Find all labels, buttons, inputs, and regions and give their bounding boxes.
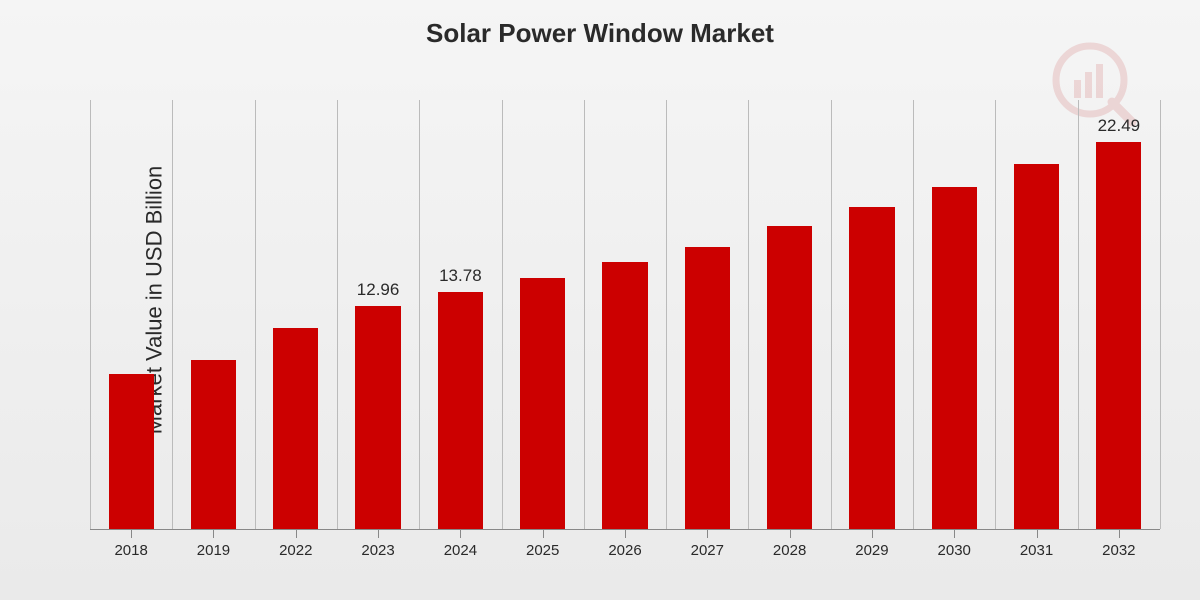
x-tick xyxy=(1119,530,1120,538)
x-axis-category: 2030 xyxy=(938,542,971,559)
bar xyxy=(109,374,154,529)
x-tick xyxy=(707,530,708,538)
grid-line xyxy=(666,100,667,529)
x-tick xyxy=(625,530,626,538)
x-tick xyxy=(1037,530,1038,538)
bar xyxy=(685,247,730,529)
bar-value-label: 12.96 xyxy=(357,280,400,300)
x-tick xyxy=(543,530,544,538)
x-tick xyxy=(790,530,791,538)
grid-line xyxy=(831,100,832,529)
bar xyxy=(520,278,565,529)
bar xyxy=(932,187,977,529)
bar xyxy=(438,292,483,529)
x-tick xyxy=(213,530,214,538)
bar xyxy=(355,306,400,529)
bar xyxy=(849,207,894,529)
bar-value-label: 22.49 xyxy=(1098,116,1141,136)
x-axis-category: 2023 xyxy=(361,542,394,559)
grid-line xyxy=(913,100,914,529)
x-axis-category: 2031 xyxy=(1020,542,1053,559)
grid-line xyxy=(995,100,996,529)
x-axis-category: 2025 xyxy=(526,542,559,559)
bar xyxy=(1014,164,1059,529)
x-axis-category: 2019 xyxy=(197,542,230,559)
x-axis-category: 2032 xyxy=(1102,542,1135,559)
bar xyxy=(602,262,647,529)
x-axis-category: 2029 xyxy=(855,542,888,559)
bar xyxy=(1096,142,1141,529)
x-axis-labels: 2018 2019 2022 2023 2024 2025 2026 2027 2028 2029… xyxy=(90,530,1160,570)
x-tick xyxy=(296,530,297,538)
grid-line xyxy=(419,100,420,529)
grid-line xyxy=(337,100,338,529)
x-tick xyxy=(954,530,955,538)
grid-line xyxy=(502,100,503,529)
x-axis-category: 2027 xyxy=(691,542,724,559)
grid-line xyxy=(1078,100,1079,529)
x-tick xyxy=(378,530,379,538)
grid-line xyxy=(748,100,749,529)
grid-line xyxy=(172,100,173,529)
bar xyxy=(767,226,812,529)
chart-plot-area: 12.96 13.78 22.49 xyxy=(90,100,1160,530)
x-tick xyxy=(460,530,461,538)
grid-line xyxy=(1160,100,1161,529)
x-tick xyxy=(872,530,873,538)
x-tick xyxy=(131,530,132,538)
x-axis-category: 2024 xyxy=(444,542,477,559)
x-axis-category: 2022 xyxy=(279,542,312,559)
grid-line xyxy=(255,100,256,529)
grid-line xyxy=(584,100,585,529)
x-axis-category: 2026 xyxy=(608,542,641,559)
x-axis-category: 2018 xyxy=(114,542,147,559)
chart-title: Solar Power Window Market xyxy=(0,18,1200,49)
bar xyxy=(191,360,236,529)
bar-value-label: 13.78 xyxy=(439,266,482,286)
bar xyxy=(273,328,318,529)
x-axis-category: 2028 xyxy=(773,542,806,559)
grid-line xyxy=(90,100,91,529)
